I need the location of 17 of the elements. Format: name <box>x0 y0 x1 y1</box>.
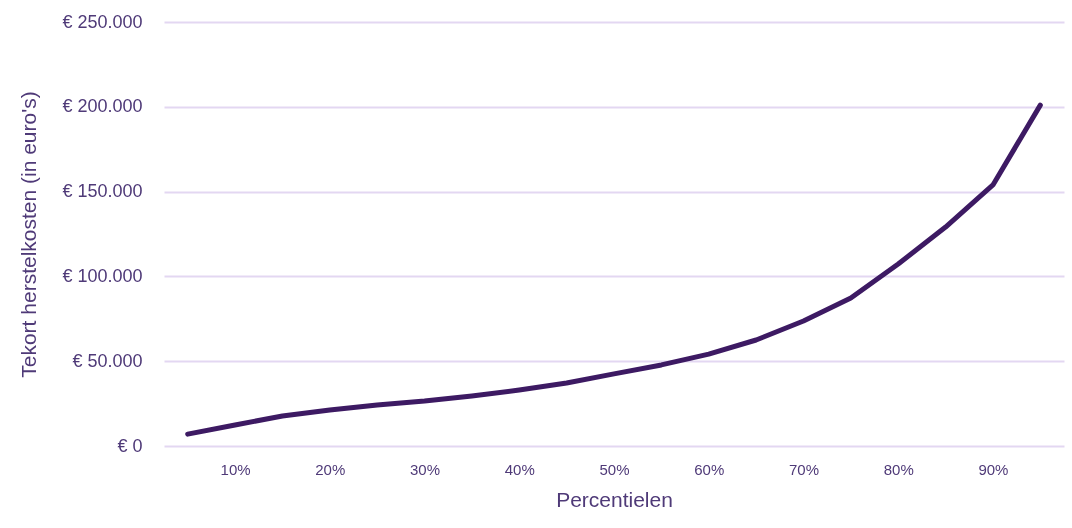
x-tick-label: 20% <box>315 460 346 478</box>
x-tick-label: 80% <box>883 460 914 478</box>
x-tick-label: 90% <box>978 460 1009 478</box>
y-tick-label: € 100.000 <box>62 265 143 286</box>
x-tick-label: 60% <box>694 460 725 478</box>
y-axis-title: Tekort herstelkosten (in euro's) <box>17 91 41 378</box>
y-tick-label: € 150.000 <box>62 181 143 202</box>
x-tick-label: 30% <box>410 460 441 478</box>
x-tick-label: 10% <box>220 460 251 478</box>
x-axis-title: Percentielen <box>556 487 673 511</box>
y-tick-label: € 0 <box>117 435 143 456</box>
x-tick-label: 40% <box>504 460 535 478</box>
y-tick-label: € 250.000 <box>62 11 143 32</box>
y-tick-label: € 50.000 <box>72 350 143 371</box>
y-tick-label: € 200.000 <box>62 96 143 117</box>
x-tick-label: 50% <box>599 460 630 478</box>
x-tick-label: 70% <box>788 460 819 478</box>
